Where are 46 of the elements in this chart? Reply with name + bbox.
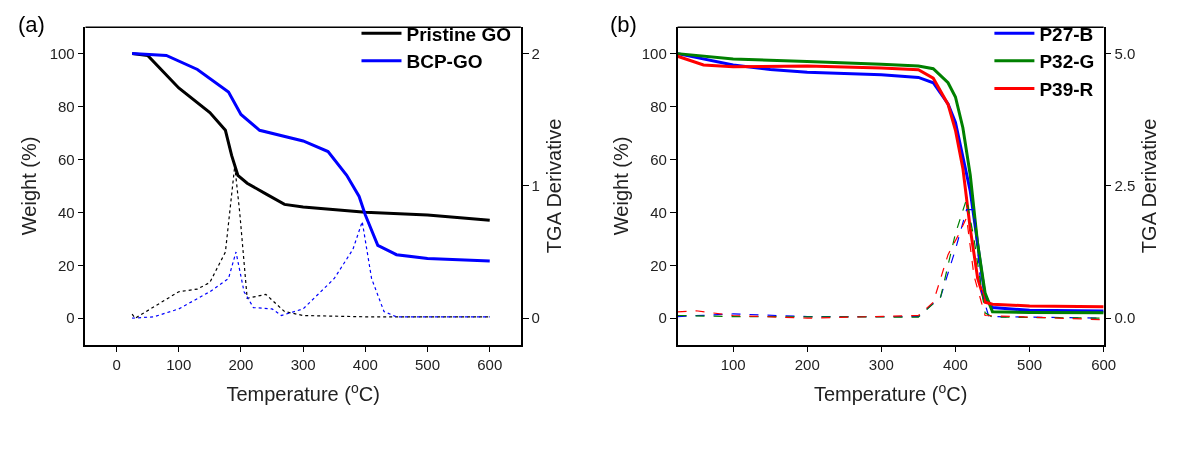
y2-tick-label: 5.0 bbox=[1114, 44, 1136, 62]
y-tick-label: 60 bbox=[58, 150, 75, 168]
x-tick-label: 400 bbox=[352, 356, 378, 374]
x-axis-title: Temperature ($^{o}$C) bbox=[226, 379, 380, 406]
y2-tick-label: 0.0 bbox=[1114, 309, 1136, 327]
y-tick-label: 100 bbox=[49, 44, 75, 62]
y-axis-title: Weight (%) bbox=[609, 136, 632, 236]
y-tick-label: 40 bbox=[58, 203, 75, 221]
x-tick-label: 600 bbox=[1091, 356, 1117, 374]
legend-label: P27-B bbox=[1039, 23, 1094, 45]
y-tick-label: 60 bbox=[650, 150, 667, 168]
y2-axis-title: TGA Derivative bbox=[542, 118, 565, 254]
x-tick-label: 300 bbox=[868, 356, 894, 374]
y-tick-label: 20 bbox=[58, 256, 75, 274]
y-tick-label: 80 bbox=[650, 97, 667, 115]
y-axis-title: Weight (%) bbox=[17, 136, 40, 236]
y2-tick-label: 2 bbox=[531, 44, 540, 62]
x-tick-label: 500 bbox=[415, 356, 441, 374]
legend-label: Pristine GO bbox=[406, 23, 512, 45]
y-tick-label: 100 bbox=[641, 44, 667, 62]
x-tick-label: 100 bbox=[720, 356, 746, 374]
x-axis-title: Temperature ($^{o}$C) bbox=[813, 379, 968, 406]
y2-tick-label: 2.5 bbox=[1114, 177, 1136, 195]
y2-tick-label: 0 bbox=[531, 309, 540, 327]
y-tick-label: 0 bbox=[658, 309, 667, 327]
y-tick-label: 20 bbox=[650, 256, 667, 274]
y-tick-label: 40 bbox=[650, 203, 667, 221]
legend-label: P32-G bbox=[1039, 51, 1095, 73]
x-tick-label: 300 bbox=[290, 356, 316, 374]
legend-label: P39-R bbox=[1039, 78, 1094, 100]
y-tick-label: 80 bbox=[58, 97, 75, 115]
y2-axis-title: TGA Derivative bbox=[1138, 118, 1161, 254]
chart-title: (a) bbox=[18, 12, 45, 37]
x-tick-label: 600 bbox=[477, 356, 503, 374]
line-series bbox=[130, 52, 492, 263]
x-tick-label: 400 bbox=[942, 356, 968, 374]
legend-label: BCP-GO bbox=[406, 51, 483, 73]
x-tick-label: 200 bbox=[794, 356, 820, 374]
y2-tick-label: 1 bbox=[531, 177, 540, 195]
line-series bbox=[131, 221, 491, 319]
x-tick-label: 500 bbox=[1017, 356, 1043, 374]
x-tick-label: 200 bbox=[228, 356, 254, 374]
y-tick-label: 0 bbox=[66, 309, 75, 327]
x-tick-label: 100 bbox=[166, 356, 192, 374]
chart-title: (b) bbox=[610, 12, 637, 37]
x-tick-label: 0 bbox=[112, 356, 121, 374]
